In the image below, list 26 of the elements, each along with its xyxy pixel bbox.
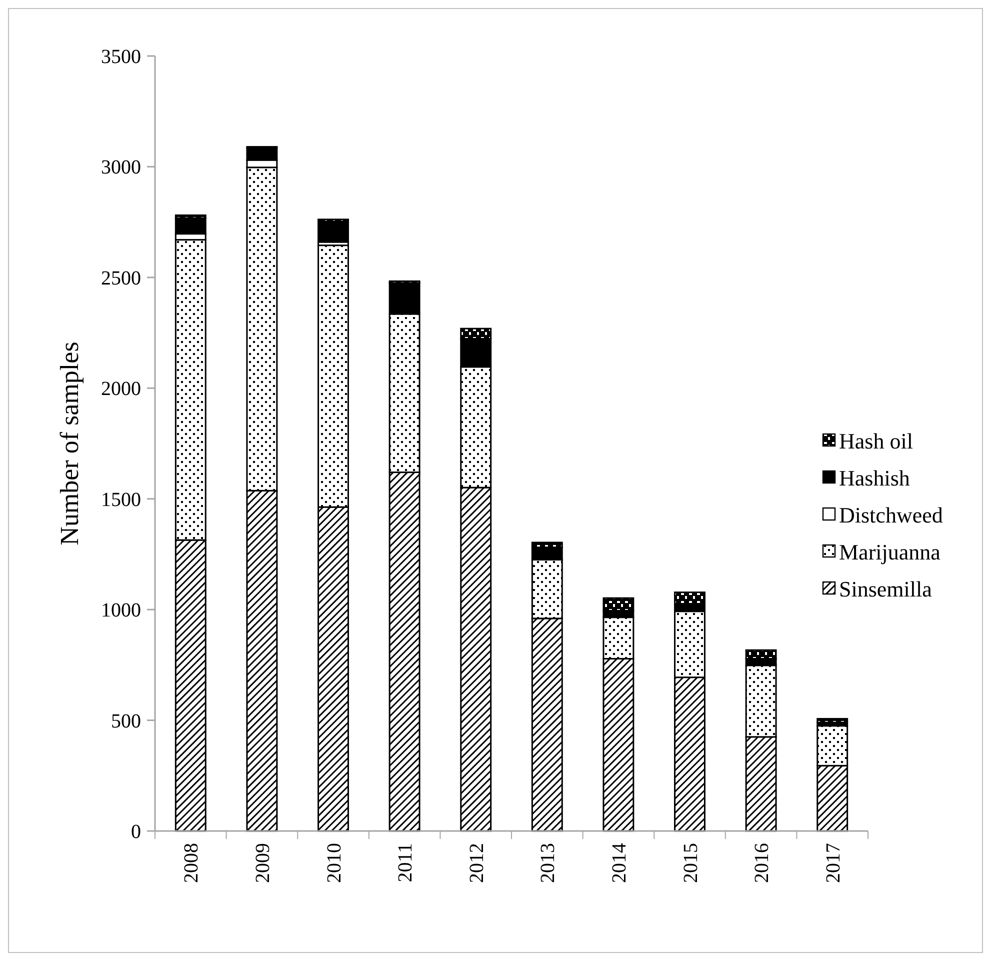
x-tick-label: 2016: [751, 843, 774, 883]
y-tick-label: 3000: [101, 156, 141, 179]
legend-label: Marijuanna: [839, 540, 941, 565]
x-tick-label: 2009: [252, 843, 274, 883]
x-tick-label: 2010: [323, 843, 346, 883]
legend-label: Hashish: [839, 466, 910, 491]
y-tick-label: 1000: [101, 600, 141, 622]
bar: [816, 718, 848, 724]
legend-label: Distchweed: [839, 502, 943, 528]
x-tick-label: 2017: [822, 843, 844, 883]
y-tick-label: 0: [131, 821, 141, 843]
y-tick-label: 1500: [101, 488, 141, 511]
x-tick-label: 2011: [394, 843, 417, 882]
x-tick-label: 2008: [180, 843, 203, 883]
x-tick-label: 2012: [466, 843, 488, 883]
x-tick-label: 2015: [680, 843, 702, 883]
bar: [318, 220, 349, 243]
y-tick-label: 500: [111, 710, 141, 732]
y-tick-label: 2500: [101, 267, 141, 290]
legend-label: Hash oil: [839, 428, 913, 454]
x-tick-label: 2014: [608, 843, 630, 883]
y-tick-label: 2000: [101, 378, 141, 400]
x-tick-label: 2013: [537, 843, 560, 883]
legend-label: Sinsemilla: [839, 576, 932, 602]
y-tick-label: 3500: [101, 46, 141, 68]
y-axis-title: Number of samples: [55, 342, 84, 546]
